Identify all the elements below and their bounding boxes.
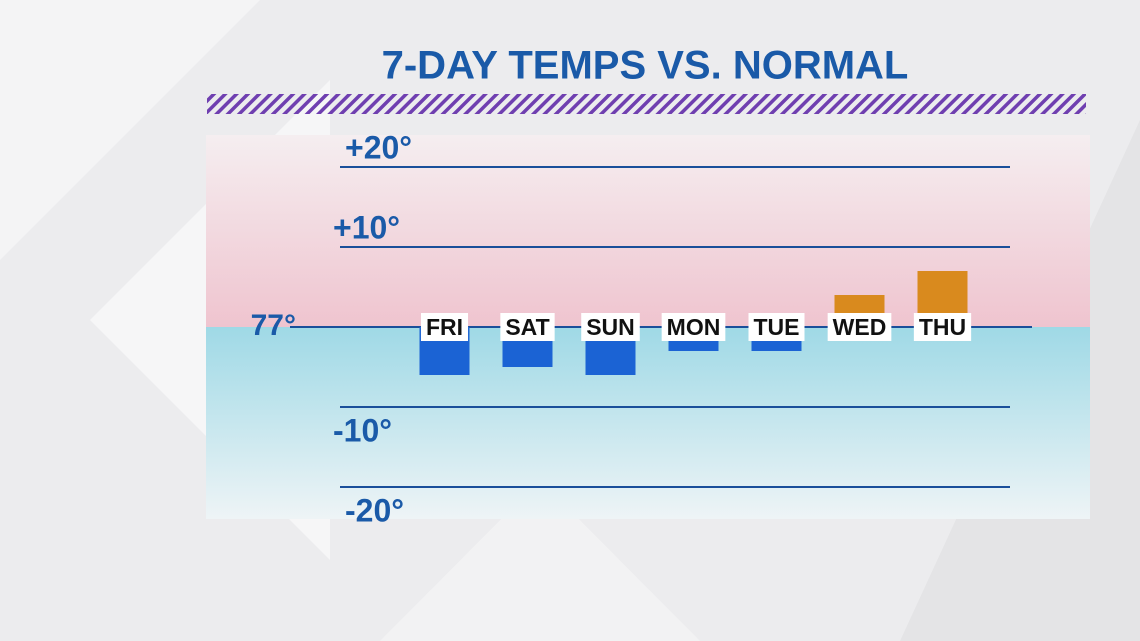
y-tick-label: -20°	[345, 492, 404, 528]
y-tick-label: 77°	[251, 309, 296, 342]
x-tick-label: THU	[919, 314, 966, 340]
label-box	[581, 313, 640, 341]
label-box	[827, 313, 892, 341]
y-tick-label: -10°	[333, 412, 392, 448]
y-tick-label: +20°	[345, 129, 412, 165]
x-tick-label: MON	[667, 314, 721, 340]
x-tick-label: FRI	[426, 314, 463, 340]
label-box	[661, 313, 726, 341]
bg-shape	[0, 0, 260, 260]
x-tick-label: WED	[833, 314, 887, 340]
y-tick-label: +10°	[333, 209, 400, 245]
label-box	[913, 313, 972, 341]
x-tick-label: TUE	[754, 314, 800, 340]
label-box	[420, 313, 469, 341]
x-tick-label: SAT	[505, 314, 549, 340]
label-box	[500, 313, 555, 341]
plot: -20° -10° 77° +10° +20° FRI SAT SUN MON TUE WED THU	[251, 129, 1032, 528]
x-tick-label: SUN	[586, 314, 635, 340]
chart-title: 7-DAY TEMPS VS. NORMAL	[382, 44, 909, 88]
title-stripe	[207, 94, 1086, 114]
label-box	[748, 313, 805, 341]
bg-shape	[380, 480, 700, 641]
